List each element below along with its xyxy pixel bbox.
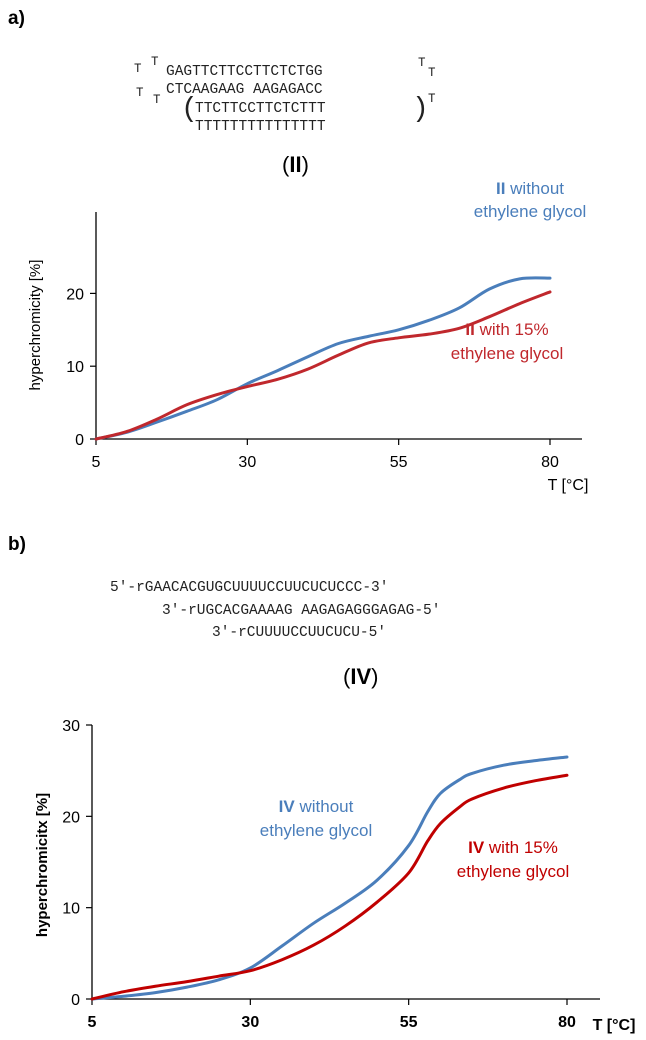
loop-close-bracket: ) — [412, 94, 429, 125]
compound-label-iv: (IV) — [343, 664, 378, 690]
annotation-with-line2: ethylene glycol — [451, 344, 563, 363]
y-axis-label: hyperchromicity [%] — [27, 260, 44, 391]
y-tick-label: 0 — [75, 432, 84, 449]
compound-label-ii: (II) — [282, 152, 309, 178]
x-tick-label: 55 — [390, 454, 408, 471]
y-tick-label: 10 — [62, 901, 80, 918]
annotation-text: without — [505, 179, 564, 198]
x-tick-label: 55 — [400, 1014, 418, 1031]
x-tick-label: 5 — [92, 454, 101, 471]
hairpin-loop-t: T — [136, 86, 144, 100]
compound-name: II — [289, 152, 302, 177]
x-tick-label: 30 — [241, 1014, 259, 1031]
x-tick-label: 5 — [88, 1014, 97, 1031]
y-tick-label: 20 — [66, 286, 84, 303]
annotation-with-line2: ethylene glycol — [457, 862, 569, 881]
annotation-compound: IV — [279, 797, 296, 816]
compound-paren: ) — [371, 664, 379, 689]
annotation-with: IV with 15% — [468, 838, 558, 857]
hairpin-strand-1: GAGTTCTTCCTTCTCTGG — [166, 64, 323, 80]
annotation-text: without — [295, 797, 354, 816]
compound-paren: ( — [343, 664, 351, 689]
hairpin-loop-t: T — [428, 92, 436, 106]
panel-a-label: a) — [8, 8, 25, 29]
rna-strand-2: 3'-rUGCACGAAAAG AAGAGAGGGAGAG-5' — [162, 603, 441, 619]
annotation-text: with 15% — [475, 320, 549, 339]
annotation-without-line2: ethylene glycol — [474, 202, 586, 221]
series-line-with — [94, 290, 552, 441]
annotation-without: IV without — [279, 797, 354, 816]
rna-strand-1: 5'-rGAACACGUGCUUUUCCUUCUCUCCC-3' — [110, 580, 389, 596]
series-line-without — [90, 755, 569, 1001]
hairpin-loop-t: T — [151, 55, 159, 69]
annotation-without: II without — [496, 179, 564, 198]
annotation-compound: II — [496, 179, 505, 198]
annotation-compound: II — [465, 320, 474, 339]
series-line-without — [94, 276, 552, 441]
x-tick-label: 30 — [238, 454, 256, 471]
hairpin-strand-2: CTCAAGAAG AAGAGACC — [166, 82, 323, 98]
rna-strand-3: 3'-rCUUUUCCUUCUCU-5' — [212, 625, 387, 641]
annotation-without-line2: ethylene glycol — [260, 821, 372, 840]
hairpin-loop-t: T — [428, 66, 436, 80]
hairpin-loop-t: T — [134, 62, 142, 76]
hairpin-strand-3: TTCTTCCTTCTCTTT — [195, 101, 326, 117]
chart-b: 5 30 55 80 0 10 20 30 hyperchromicitx [%] T [°C… — [34, 718, 636, 1034]
y-tick-label: 10 — [66, 359, 84, 376]
panel-b-label: b) — [8, 534, 26, 555]
x-tick-label: 80 — [558, 1014, 576, 1031]
compound-name: IV — [350, 664, 372, 689]
compound-paren: ) — [301, 152, 309, 177]
x-axis-label: T [°C] — [548, 477, 589, 494]
hairpin-strand-4: TTTTTTTTTTTTTTT — [195, 119, 326, 135]
x-tick-label: 80 — [541, 454, 559, 471]
chart-a-axes — [95, 212, 582, 440]
annotation-compound: IV — [468, 838, 485, 857]
compound-paren: ( — [282, 152, 290, 177]
loop-open-bracket: ( — [181, 94, 198, 125]
y-axis-label: hyperchromicitx [%] — [34, 793, 51, 937]
y-tick-label: 20 — [62, 809, 80, 826]
x-axis-label: T [°C] — [593, 1017, 636, 1034]
annotation-text: with 15% — [484, 838, 558, 857]
y-tick-label: 0 — [71, 992, 80, 1009]
hairpin-loop-t: T — [418, 56, 426, 70]
series-line-with — [90, 773, 569, 1001]
y-tick-label: 30 — [62, 718, 80, 735]
hairpin-loop-t: T — [153, 93, 161, 107]
annotation-with: II with 15% — [465, 320, 548, 339]
chart-b-axes — [91, 725, 600, 1000]
